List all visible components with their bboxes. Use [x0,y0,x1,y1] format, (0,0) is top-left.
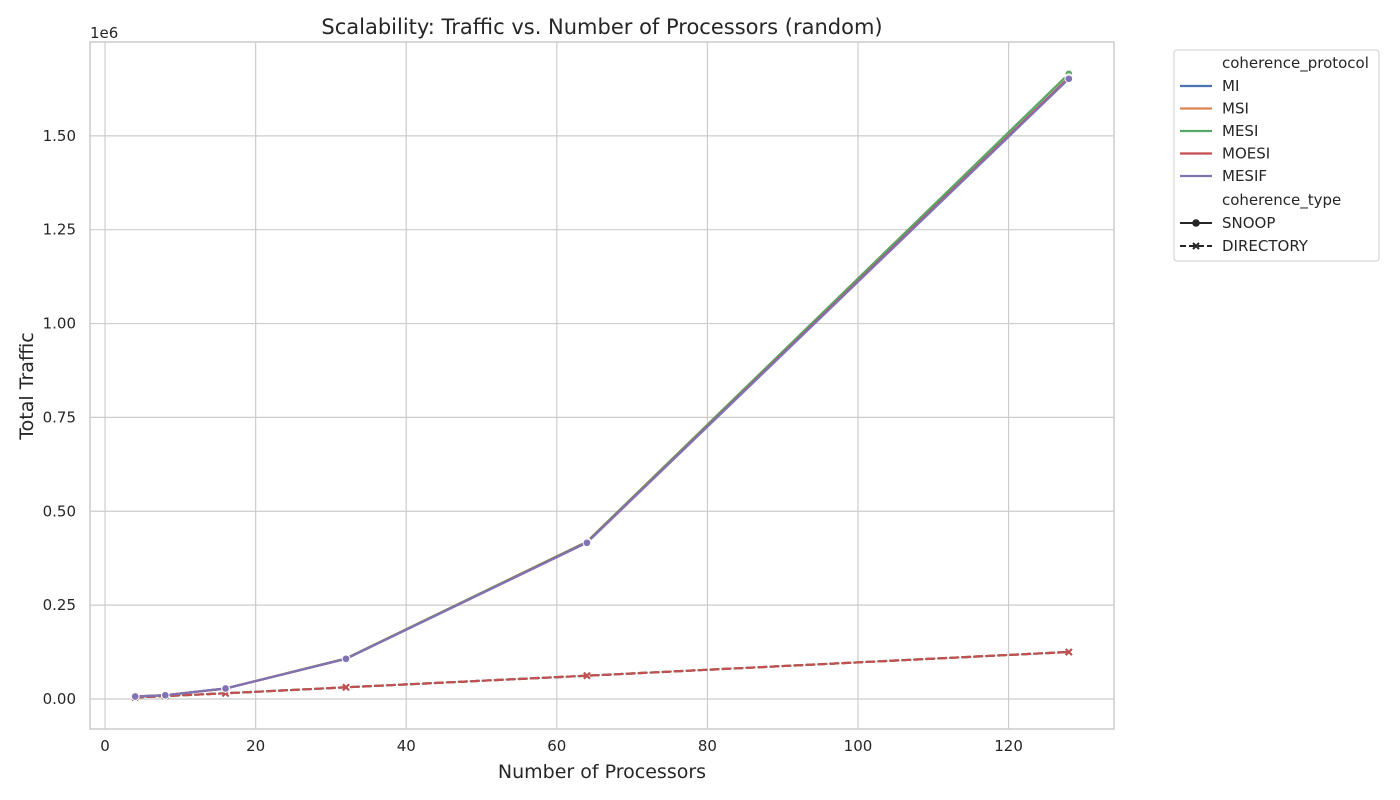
x-tick-label: 20 [246,737,265,755]
legend-marker-circle [1192,219,1200,227]
data-point-moesi-directory [583,671,591,680]
data-point-mesif-snoop [161,690,170,700]
y-tick-label: 0.50 [43,502,76,520]
x-tick-label: 100 [844,737,873,755]
data-point-moesi-directory [342,683,350,692]
plot-frame [89,41,1115,730]
x-tick-label: 60 [547,737,566,755]
data-point-mesif-snoop [130,692,140,701]
y-tick-label: 0.25 [43,596,76,614]
y-axis-label: Total Traffic [16,332,38,441]
chart-title: Scalability: Traffic vs. Number of Proce… [321,15,882,39]
y-tick-label: 1.50 [43,127,76,145]
legend-heading-type: coherence_type [1222,191,1341,210]
series-line-moesi-snoop [134,76,1070,698]
x-tick-label: 80 [698,737,717,755]
data-point-mesif-snoop [341,654,351,664]
series-markers [130,69,1074,702]
data-point-moesi-directory [1065,648,1073,656]
legend-box [1173,49,1380,262]
series-line-mi-snoop [134,76,1070,698]
legend-label-mesif: MESIF [1222,167,1267,185]
legend-label-mesi: MESI [1222,122,1258,140]
legend: coherence_protocol MI MSI MESI MOESI MESIF c… [1173,49,1380,262]
y-offset-label: 1e6 [90,24,118,42]
legend-label-moesi: MOESI [1222,145,1270,163]
series-line-moesi-directory [134,650,1070,699]
series-lines [134,72,1070,699]
legend-label-directory: DIRECTORY [1222,237,1309,255]
series-line-mesif-snoop [134,77,1070,698]
data-point-mesif-snoop [1064,74,1074,84]
y-tick-label: 0.00 [43,690,76,708]
y-tick-label: 1.25 [43,221,76,239]
legend-type-entries: SNOOP DIRECTORY [1180,214,1309,255]
series-line-mesi-snoop [134,72,1070,698]
y-tick-label: 0.75 [43,408,76,426]
legend-heading-protocol: coherence_protocol [1222,54,1369,73]
data-point-mesif-snoop [582,538,592,548]
legend-label-mi: MI [1222,77,1239,95]
grid [90,42,1114,729]
legend-protocol-entries: MI MSI MESI MOESI MESIF [1180,77,1270,185]
x-tick-label: 0 [100,737,110,755]
x-axis-label: Number of Processors [498,761,706,783]
legend-label-msi: MSI [1222,100,1249,118]
legend-marker-x [1192,242,1200,250]
y-tick-label: 1.00 [43,315,76,333]
legend-label-snoop: SNOOP [1222,214,1275,232]
data-point-mesif-snoop [221,684,230,693]
tick-labels: 0 20 40 60 80 100 120 0.00 0.25 0.50 0.75 1.00 1.25 1… [43,127,1023,755]
x-tick-label: 40 [397,737,416,755]
x-tick-label: 120 [994,737,1023,755]
series-line-msi-snoop [134,72,1070,698]
